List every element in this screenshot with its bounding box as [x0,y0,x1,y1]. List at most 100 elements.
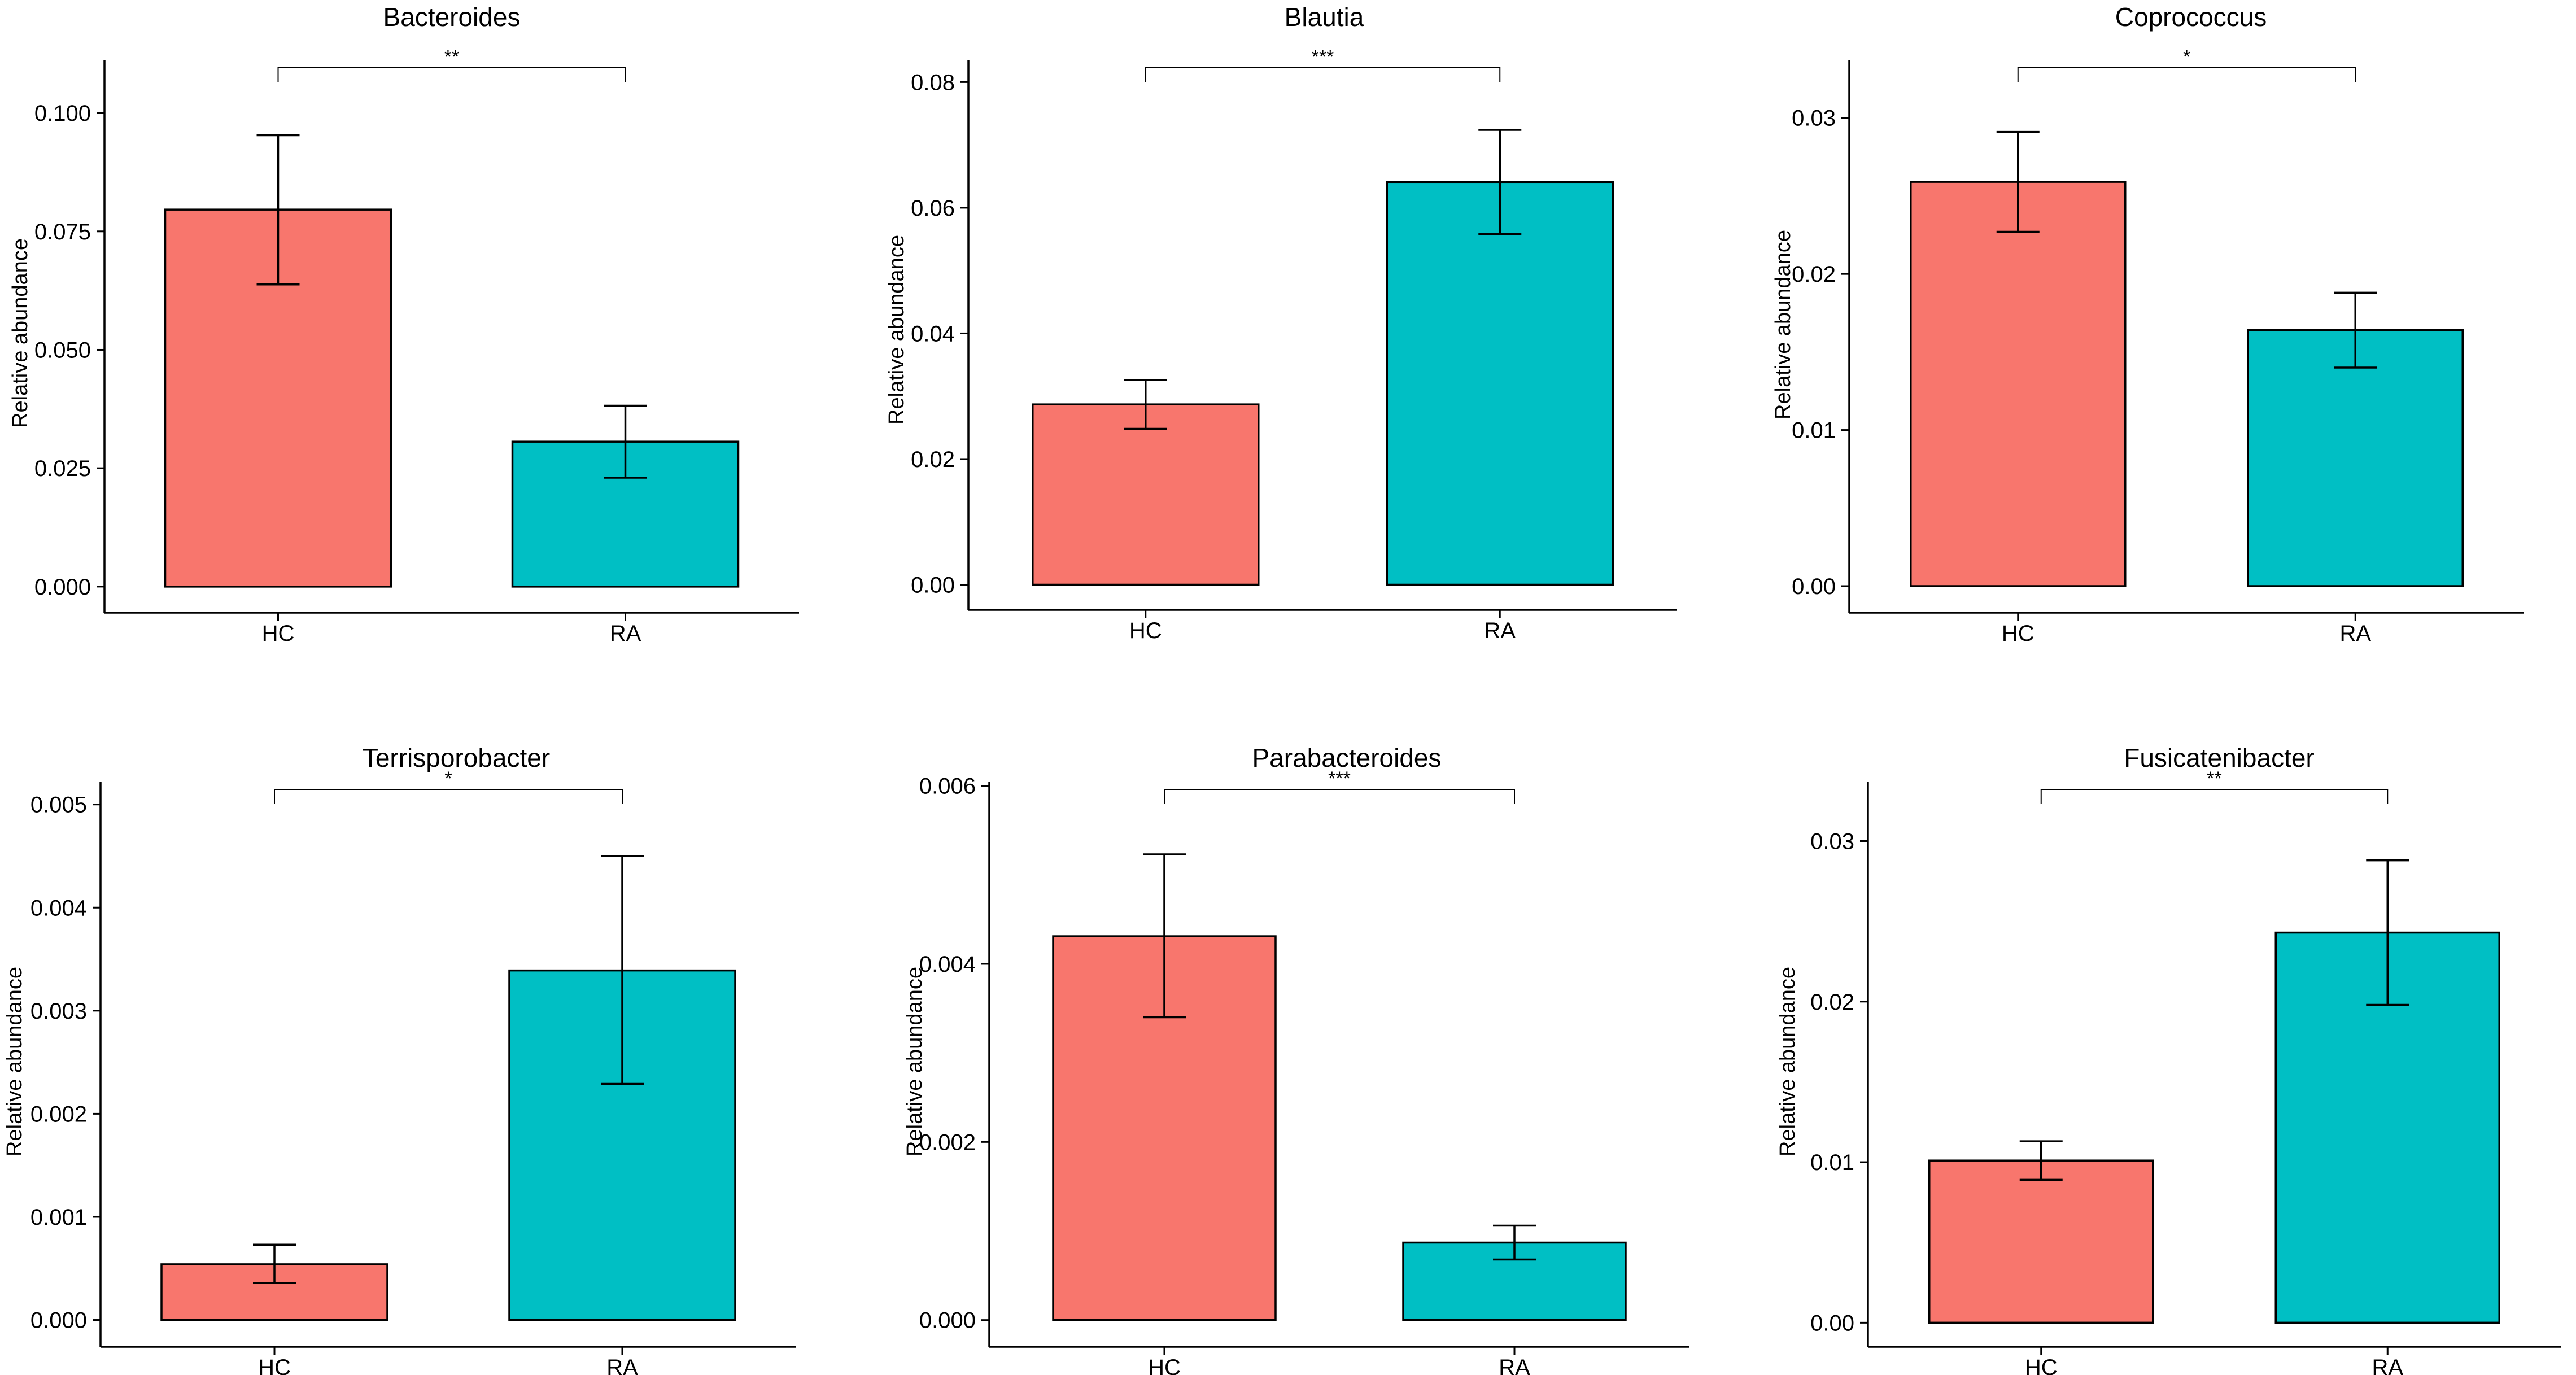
error-bars [256,134,647,479]
x-tick-label-ra: RA [1484,618,1516,643]
significance-line [1164,789,1515,804]
bar-hc [1032,403,1260,586]
bars [1910,181,2464,587]
panel-terrisporobacter: Terrisporobacter Relative abundance 0.00… [3,743,796,1375]
y-axis-ticks: 0.00 0.02 0.04 0.06 0.08 [911,70,968,597]
bar-ra [1386,181,1614,586]
panel-title: Fusicatenibacter [2124,743,2315,772]
x-tick-label-hc: HC [1129,618,1162,643]
significance-bracket: ** [277,46,626,82]
x-axis-ticks: HC RA [1148,1347,1530,1375]
y-axis-label: Relative abundance [1771,230,1795,420]
significance-bracket: * [274,768,623,804]
panel-title: Coprococcus [2115,2,2267,32]
x-tick-label-ra: RA [1499,1355,1530,1375]
y-tick-label: 0.000 [919,1308,976,1333]
significance-bracket: * [2017,46,2356,82]
y-axis-label: Relative abundance [885,235,909,425]
y-tick-label: 0.004 [30,896,87,920]
y-tick-label: 0.006 [919,774,976,799]
y-tick-label: 0.050 [34,338,91,363]
panel-title: Bacteroides [383,2,521,32]
bar-ra [2247,329,2464,587]
x-tick-label-hc: HC [1148,1355,1181,1375]
y-tick-label: 0.003 [30,999,87,1024]
y-tick-label: 0.100 [34,101,91,126]
bars [1032,181,1614,586]
y-tick-label: 0.005 [30,793,87,818]
axes [1867,782,2561,1348]
y-axis-ticks: 0.000 0.002 0.004 0.006 [919,774,989,1333]
y-tick-label: 0.02 [911,447,955,472]
y-tick-label: 0.025 [34,456,91,481]
error-bars [253,855,644,1284]
y-tick-label: 0.002 [30,1102,87,1127]
bar-hc [1910,181,2127,587]
y-tick-label: 0.00 [1810,1311,1854,1335]
x-tick-label-ra: RA [2372,1355,2403,1375]
x-axis-ticks: HC RA [2002,613,2371,646]
significance-line [274,789,623,804]
axes [967,60,1677,611]
bars [1928,931,2500,1324]
significance-bracket: ** [2040,768,2389,804]
y-tick-label: 0.03 [1810,830,1854,854]
y-axis-ticks: 0.00 0.01 0.02 0.03 [1792,106,1849,599]
x-tick-label-ra: RA [2339,621,2371,646]
y-tick-label: 0.01 [1792,418,1836,443]
x-axis-ticks: HC RA [262,613,641,646]
x-tick-label-hc: HC [2025,1355,2058,1375]
y-tick-label: 0.02 [1810,990,1854,1015]
x-tick-label-hc: HC [262,621,295,646]
y-axis-label: Relative abundance [1776,967,1800,1156]
axes [988,782,1689,1348]
significance-line [2017,67,2356,82]
y-tick-label: 0.03 [1792,106,1836,131]
significance-bracket: *** [1164,768,1515,804]
significance-label: ** [444,46,459,68]
y-tick-label: 0.00 [1792,574,1836,599]
error-bars [1143,853,1536,1261]
bar-hc [1928,1159,2154,1324]
x-tick-label-ra: RA [610,621,641,646]
y-axis-ticks: 0.00 0.01 0.02 0.03 [1810,830,1868,1335]
y-tick-label: 0.004 [919,952,976,977]
panel-parabacteroides: Parabacteroides Relative abundance 0.000… [903,743,1689,1375]
y-tick-label: 0.002 [919,1130,976,1155]
y-tick-label: 0.04 [911,321,955,346]
y-tick-label: 0.01 [1810,1150,1854,1175]
x-tick-label-ra: RA [606,1355,638,1375]
x-tick-label-hc: HC [2002,621,2034,646]
y-axis-ticks: 0.000 0.025 0.050 0.075 0.100 [34,101,104,600]
y-axis-label: Relative abundance [903,967,927,1156]
y-tick-label: 0.001 [30,1205,87,1230]
error-bars [1996,130,2377,369]
x-axis-ticks: HC RA [2025,1347,2403,1375]
axes [1848,60,2524,614]
x-tick-label-hc: HC [258,1355,291,1375]
y-tick-label: 0.06 [911,196,955,221]
significance-label: * [444,768,452,789]
y-axis-label: Relative abundance [3,967,27,1156]
panel-blautia: Blautia Relative abundance 0.000.020.040… [885,2,1677,643]
y-tick-label: 0.075 [34,220,91,245]
y-tick-label: 0.000 [30,1308,87,1333]
y-tick-label: 0.000 [34,575,91,600]
error-bars [2019,859,2409,1181]
y-axis-label: Relative abundance [8,238,32,428]
significance-label: * [2183,46,2190,68]
panel-bacteroides: Bacteroides Relative abundance 0.000 0.02… [8,2,799,646]
significance-bracket: *** [1145,46,1501,82]
y-tick-label: 0.02 [1792,262,1836,287]
significance-label: *** [1312,46,1334,68]
significance-label: ** [2207,768,2221,789]
significance-label: *** [1328,768,1351,789]
y-axis-ticks: 0.000 0.001 0.002 0.003 0.004 0.005 [30,793,101,1333]
error-bars [1124,129,1522,430]
x-axis-ticks: HC RA [1129,610,1516,643]
panel-fusicatenibacter: Fusicatenibacter Relative abundance 0.00… [1776,743,2561,1375]
axes [99,782,796,1348]
axes [103,60,799,614]
panel-title: Blautia [1285,2,1364,32]
